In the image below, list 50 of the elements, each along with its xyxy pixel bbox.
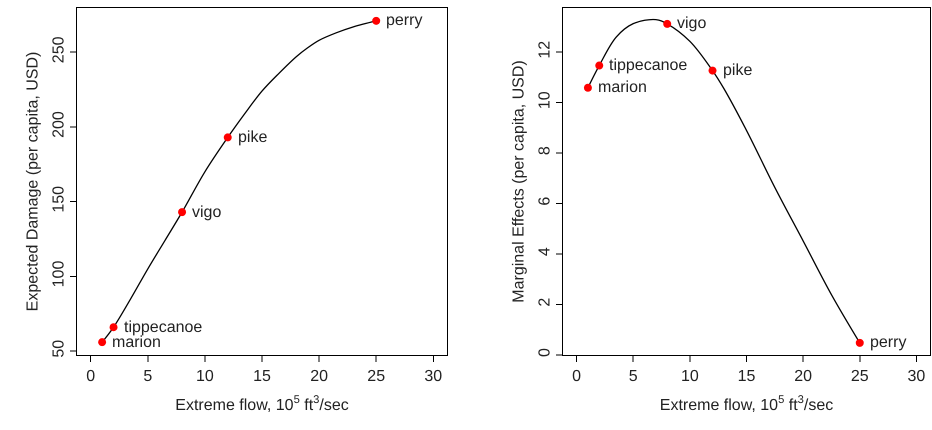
y-tick-label: 8 <box>536 146 554 156</box>
point <box>98 338 106 346</box>
point <box>584 84 592 92</box>
annotation: pike <box>723 62 752 79</box>
y-tick-label: 6 <box>536 196 554 206</box>
point <box>663 20 672 28</box>
y-tick-label: 100 <box>50 260 68 288</box>
y-axis-title: Marginal Effects (per capita, USD) <box>510 60 528 303</box>
x-tick-label: 15 <box>253 368 271 386</box>
annotation: vigo <box>677 15 706 32</box>
x-tick-label: 5 <box>628 368 638 386</box>
point <box>178 208 186 216</box>
y-tick-label: 250 <box>50 36 68 64</box>
y-tick-label: 150 <box>50 186 68 213</box>
annotation: tippecanoe <box>124 319 202 336</box>
y-tick-label: 50 <box>50 340 68 358</box>
annotation: marion <box>598 79 647 96</box>
y-tick-label: 12 <box>536 40 554 59</box>
y-tick-label: 2 <box>536 298 554 307</box>
x-tick-label: 30 <box>424 368 442 386</box>
x-tick-label: 25 <box>367 368 386 386</box>
x-tick-label: 25 <box>850 368 869 386</box>
x-tick-label: 0 <box>572 368 582 386</box>
x-tick-label: 10 <box>680 368 699 386</box>
x-axis-title: Extreme flow, 10$^{5}$ ft$^{3}$/sec <box>175 394 349 414</box>
x-tick-label: 15 <box>738 368 756 386</box>
x-tick-label: 30 <box>908 368 926 386</box>
annotation: pike <box>238 129 268 146</box>
point <box>372 16 380 25</box>
point <box>224 133 232 142</box>
annotation: tippecanoe <box>609 57 688 74</box>
x-axis-title: Extreme flow, 10$^{5}$ ft$^{3}$/sec <box>660 394 834 414</box>
x-tick-label: 20 <box>310 368 328 386</box>
y-axis-title: Expected Damage (per capita, USD) <box>24 52 42 312</box>
x-tick-label: 20 <box>794 368 812 386</box>
point <box>110 323 118 332</box>
point <box>708 66 717 75</box>
y-tick-label: 10 <box>536 91 554 110</box>
point <box>856 338 864 347</box>
annotation: perry <box>870 334 906 351</box>
x-tick-label: 5 <box>143 368 152 386</box>
point <box>595 62 604 70</box>
x-tick-label: 10 <box>196 368 214 386</box>
y-tick-label: 4 <box>536 247 554 256</box>
x-tick-label: 0 <box>86 368 96 386</box>
annotation: vigo <box>192 204 222 221</box>
annotation: perry <box>386 12 422 29</box>
annotation: marion <box>112 334 161 351</box>
y-tick-label: 0 <box>536 348 554 358</box>
y-tick-label: 200 <box>50 111 68 138</box>
